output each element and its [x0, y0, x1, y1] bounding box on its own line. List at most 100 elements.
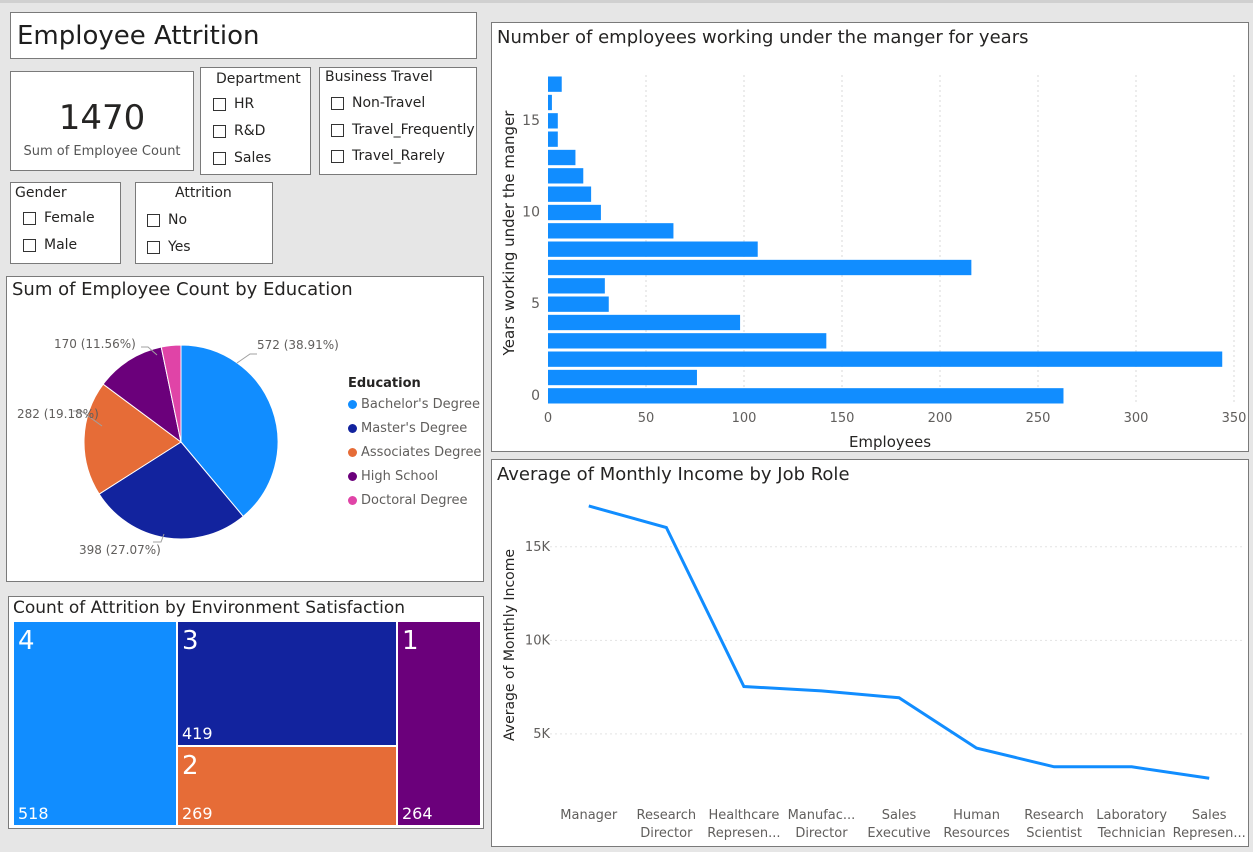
- employee-count-card[interactable]: 1470 Sum of Employee Count: [10, 71, 194, 171]
- visual-title: Sum of Employee Count by Education: [12, 279, 353, 300]
- dashboard-title: Employee Attrition: [17, 21, 260, 51]
- slicer-option-rd[interactable]: R&D: [213, 123, 265, 139]
- legend-item-associates[interactable]: Associates Degree: [348, 445, 481, 460]
- bar: [548, 259, 972, 276]
- x-tick-label: Director: [795, 826, 848, 841]
- pie-slice: [98, 441, 244, 540]
- slicer-option-female[interactable]: Female: [23, 210, 95, 226]
- tile-category: 3: [182, 626, 199, 656]
- bar: [548, 113, 558, 129]
- option-label: R&D: [234, 123, 266, 139]
- slicer-option-travel-frequently[interactable]: Travel_Frequently: [331, 122, 475, 138]
- legend-label: Master's Degree: [361, 421, 468, 436]
- x-tick-label: Resources: [943, 826, 1010, 841]
- legend-label: Associates Degree: [361, 445, 482, 460]
- checkbox[interactable]: [331, 123, 344, 137]
- years-under-manager-bar-visual[interactable]: Number of employees working under the ma…: [491, 22, 1249, 452]
- x-tick-label: 150: [830, 411, 855, 426]
- y-tick-label: 15K: [525, 540, 551, 555]
- pie-slice: [102, 346, 182, 444]
- bar: [548, 168, 584, 184]
- x-tick-label: Represen...: [1173, 826, 1246, 841]
- checkbox[interactable]: [331, 149, 344, 163]
- checkbox[interactable]: [213, 97, 226, 111]
- pie-chart: 572 (38.91%) 398 (27.07%) 282 (19.18%) 1…: [17, 337, 339, 557]
- legend-item-masters[interactable]: Master's Degree: [348, 421, 467, 436]
- kpi-label: Sum of Employee Count: [23, 144, 181, 159]
- y-tick-label: 0: [531, 388, 540, 404]
- kpi-value: 1470: [58, 98, 146, 138]
- treemap-tile-2[interactable]: 2 269: [177, 746, 397, 826]
- checkbox[interactable]: [23, 238, 36, 252]
- legend-label: Doctoral Degree: [361, 493, 468, 508]
- business-travel-slicer: Business Travel Non-Travel Travel_Freque…: [319, 67, 477, 175]
- bar: [548, 278, 605, 294]
- pie-label-associates: 282 (19.18%): [17, 407, 99, 421]
- x-tick-label: Healthcare: [708, 808, 779, 823]
- pie-slice: [83, 383, 182, 495]
- gender-slicer: Gender Female Male: [10, 182, 121, 264]
- line-chart: 5K 10K 15K Manager Research Director Healthca…: [502, 504, 1246, 841]
- option-label: Travel_Rarely: [352, 148, 445, 164]
- tile-value: 419: [182, 724, 213, 743]
- tile-value: 264: [402, 804, 433, 823]
- bar: [548, 241, 758, 257]
- treemap-tile-1[interactable]: 1 264: [397, 621, 481, 826]
- x-tick-label: 50: [638, 411, 655, 426]
- legend-dot: [348, 472, 357, 481]
- y-axis-title: Years working under the manger: [500, 110, 518, 357]
- education-pie-visual[interactable]: Sum of Employee Count by Education 572 (…: [6, 276, 484, 582]
- legend-item-highschool[interactable]: High School: [348, 469, 438, 484]
- bar: [548, 296, 609, 312]
- x-tick-label: Director: [640, 826, 693, 841]
- y-tick-label: 5K: [533, 727, 550, 742]
- x-tick-label: Research: [1024, 808, 1084, 823]
- slicer-option-sales[interactable]: Sales: [213, 150, 271, 166]
- slicer-option-travel-rarely[interactable]: Travel_Rarely: [331, 148, 445, 164]
- checkbox[interactable]: [331, 96, 344, 110]
- tile-category: 2: [182, 751, 199, 781]
- bar: [548, 186, 592, 202]
- treemap-tile-3[interactable]: 3 419: [177, 621, 397, 746]
- environment-satisfaction-treemap-visual[interactable]: Count of Attrition by Environment Satisf…: [8, 596, 484, 829]
- tile-value: 269: [182, 804, 213, 823]
- attrition-slicer: Attrition No Yes: [135, 182, 273, 264]
- checkbox[interactable]: [23, 211, 36, 225]
- slicer-option-non-travel[interactable]: Non-Travel: [331, 95, 425, 111]
- bar: [548, 388, 1064, 404]
- legend-item-doctoral[interactable]: Doctoral Degree: [348, 493, 468, 508]
- legend-item-bachelors[interactable]: Bachelor's Degree: [348, 397, 480, 412]
- visual-title: Number of employees working under the ma…: [497, 27, 1029, 48]
- slicer-title: Business Travel: [325, 69, 433, 85]
- checkbox[interactable]: [213, 124, 226, 138]
- x-tick-label: 200: [928, 411, 953, 426]
- x-tick-label: 350: [1222, 411, 1247, 426]
- y-tick-label: 5: [531, 296, 540, 312]
- slicer-option-hr[interactable]: HR: [213, 96, 254, 112]
- x-axis-title: Employees: [849, 433, 931, 451]
- slicer-option-male[interactable]: Male: [23, 237, 77, 253]
- legend-dot: [348, 496, 357, 505]
- option-label: Sales: [234, 150, 272, 166]
- legend-dot: [348, 448, 357, 457]
- option-label: Non-Travel: [352, 95, 426, 111]
- bar: [548, 204, 601, 221]
- bar: [548, 314, 741, 331]
- x-tick-label: Manufac...: [788, 808, 856, 823]
- treemap-tile-4[interactable]: 4 518: [13, 621, 177, 826]
- tile-category: 1: [402, 626, 419, 656]
- y-tick-label: 15: [522, 113, 540, 129]
- bar-chart: 0 50 100 150 200 250 300 350 0 5 10 15 Employees Y…: [500, 75, 1247, 451]
- bar: [548, 333, 827, 349]
- x-tick-label: 0: [544, 411, 552, 426]
- x-tick-label: 100: [732, 411, 757, 426]
- slicer-option-no[interactable]: No: [147, 212, 187, 228]
- legend-title: Education: [348, 376, 421, 391]
- y-tick-label: 10: [522, 205, 540, 221]
- slicer-option-yes[interactable]: Yes: [147, 239, 191, 255]
- monthly-income-line-visual[interactable]: Average of Monthly Income by Job Role 5K…: [491, 459, 1249, 847]
- pie-label-bachelors: 572 (38.91%): [257, 338, 339, 352]
- checkbox[interactable]: [213, 151, 226, 165]
- checkbox[interactable]: [147, 240, 160, 254]
- checkbox[interactable]: [147, 213, 160, 227]
